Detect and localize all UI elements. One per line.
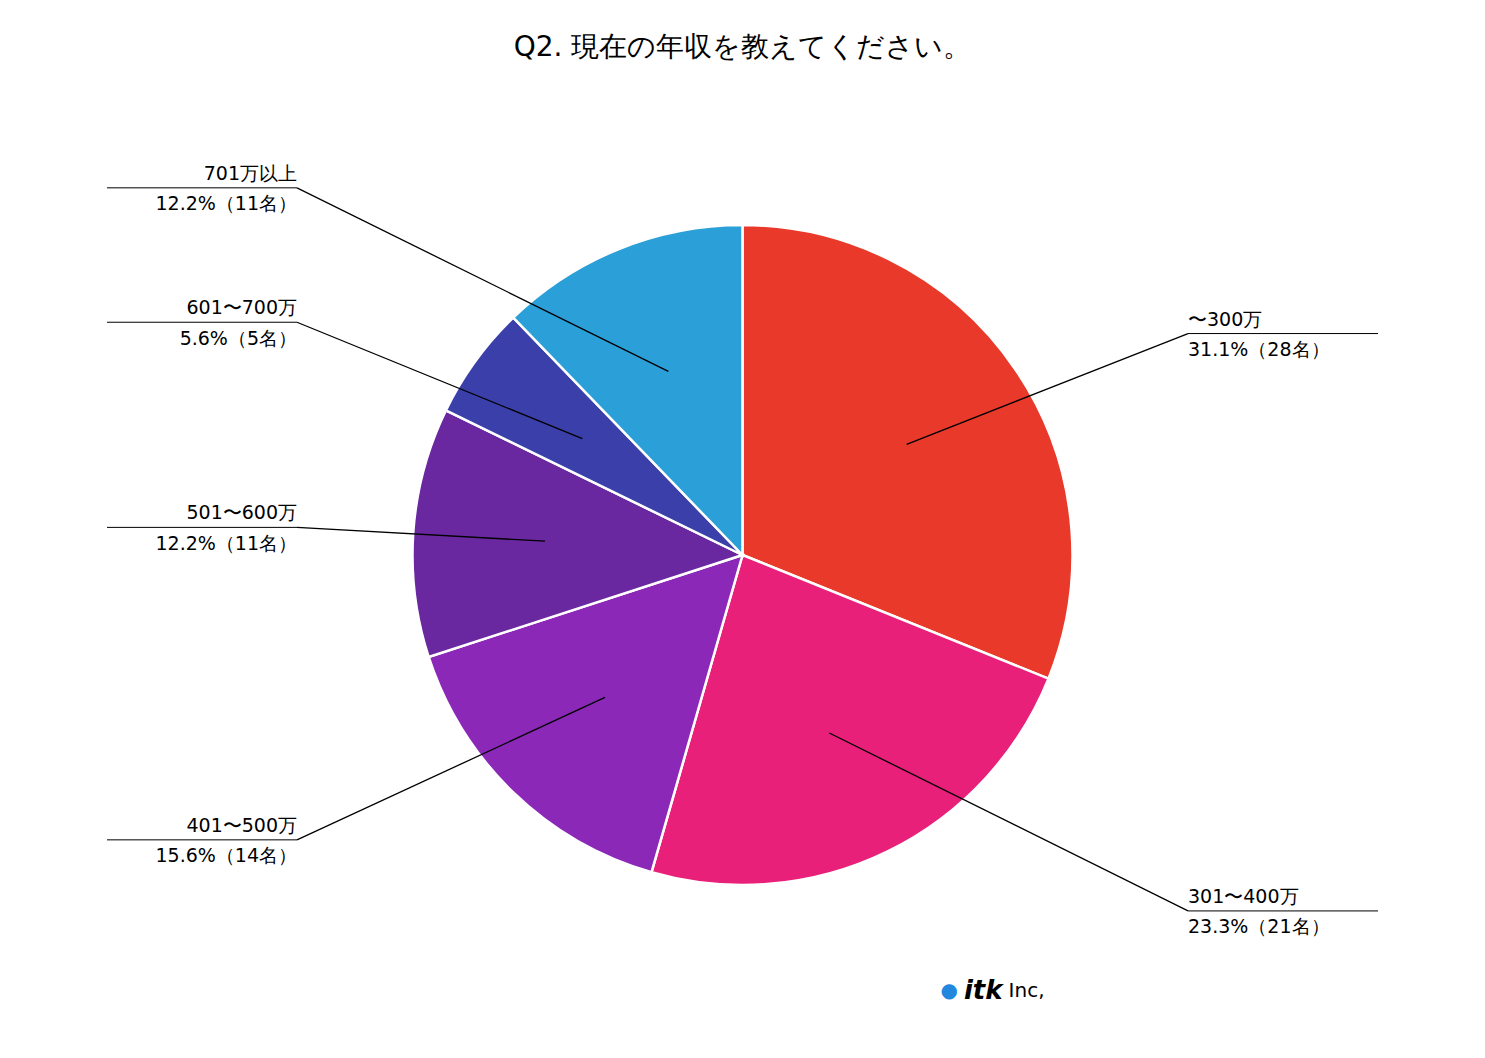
value-label: 12.2%（11名） — [155, 532, 297, 554]
annotation: ● — [941, 977, 958, 1001]
category-label: 401〜500万 — [186, 814, 297, 836]
label-rule — [107, 839, 297, 840]
value-label: 5.6%（5名） — [180, 327, 297, 349]
value-label: 23.3%（21名） — [1188, 915, 1330, 937]
category-label: 501〜600万 — [186, 501, 297, 523]
category-label: 301〜400万 — [1188, 885, 1299, 907]
label-rule — [107, 187, 297, 188]
category-label: 601〜700万 — [186, 296, 297, 318]
title: Q2. 現在の年収を教えてください。 — [514, 30, 972, 63]
label-rule — [107, 322, 297, 323]
leader-line — [297, 697, 605, 839]
slice — [513, 225, 742, 555]
label-rule — [107, 527, 297, 528]
value-label: 12.2%（11名） — [155, 192, 297, 214]
pie: 〜300万 31.1%（28名） 301〜400万 23.3%（21名） 401〜500… — [107, 162, 1378, 937]
label-rule — [1188, 333, 1378, 334]
category-label: 701万以上 — [204, 162, 297, 184]
leader-line — [907, 334, 1188, 445]
leader-line — [829, 733, 1188, 911]
slices — [412, 225, 1072, 885]
value-label: 31.1%（28名） — [1188, 338, 1330, 360]
leader-line — [297, 188, 668, 372]
chart: Q2. 現在の年収を教えてください。〜300万 31.1%（28名） 301〜400… — [0, 0, 1485, 1058]
label-rule — [1188, 910, 1378, 911]
labels: 〜300万 31.1%（28名） 301〜400万 23.3%（21名） 401〜500… — [107, 162, 1378, 937]
value-label: 15.6%（14名） — [155, 844, 297, 866]
annotation: itk — [964, 974, 1004, 1004]
logo: ●itkInc, — [941, 974, 1045, 1004]
category-label: 〜300万 — [1188, 308, 1262, 330]
leader-line — [297, 527, 545, 541]
annotation: Inc, — [1009, 977, 1045, 1001]
leader-line — [297, 322, 582, 438]
